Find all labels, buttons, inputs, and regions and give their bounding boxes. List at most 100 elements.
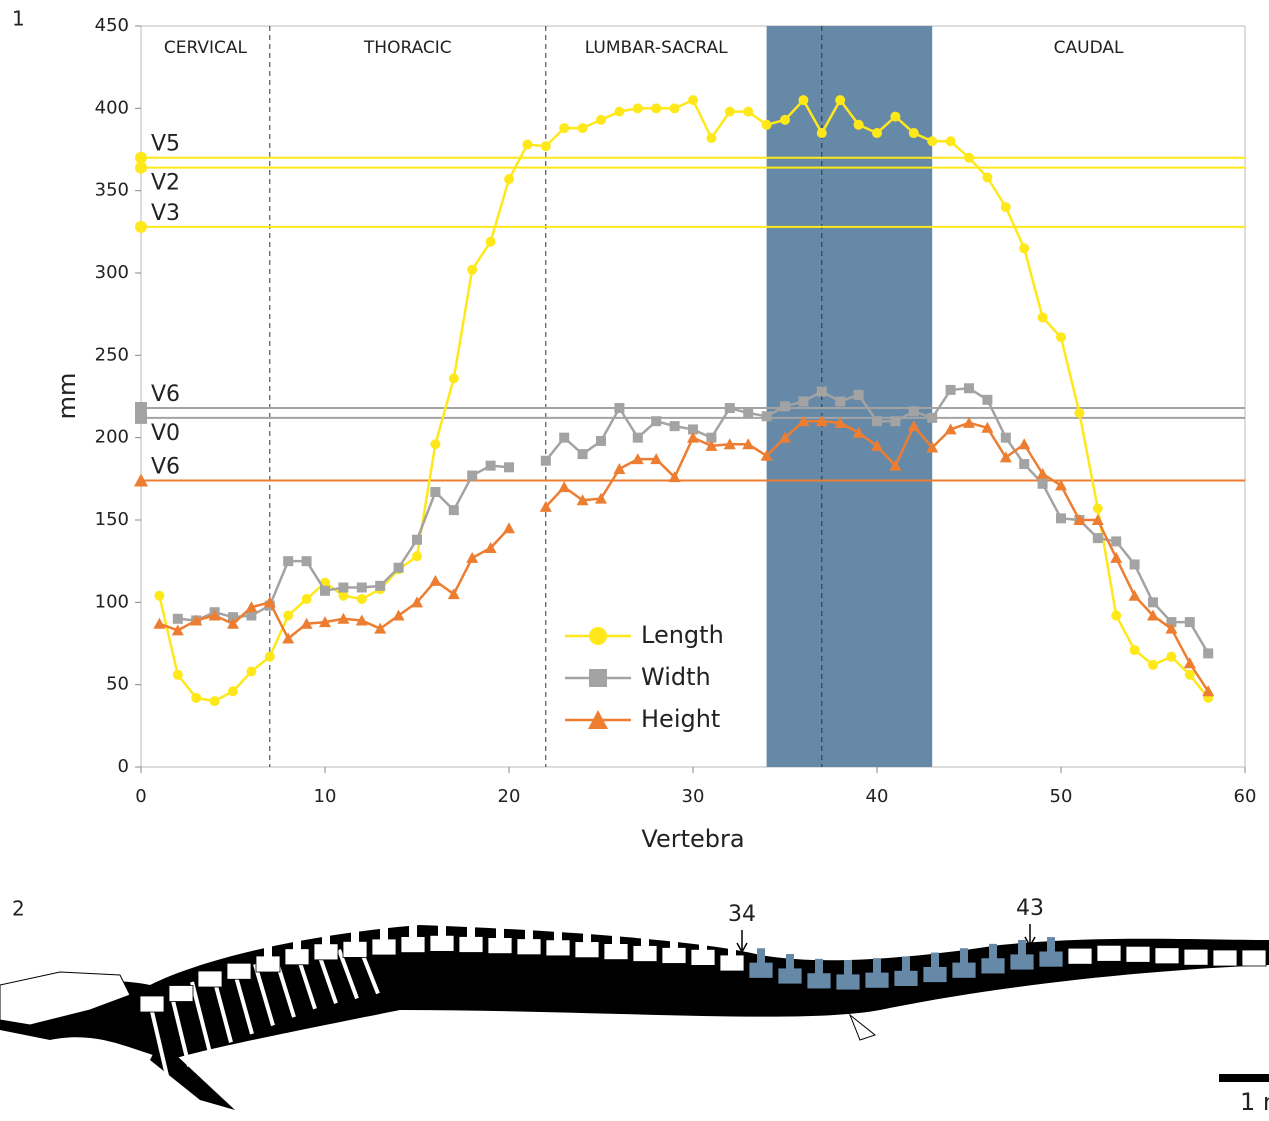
marker [1129, 645, 1140, 656]
neural-spine [670, 933, 678, 950]
vertebra [168, 985, 194, 1002]
vertebra [342, 941, 368, 958]
neural-spine [409, 922, 417, 939]
marker [300, 617, 313, 629]
neural-spine [322, 929, 330, 946]
marker [651, 416, 662, 427]
marker [614, 106, 625, 117]
x-tick-label: 20 [498, 786, 521, 807]
marker [577, 449, 588, 460]
y-tick-label: 0 [118, 756, 129, 777]
marker [706, 132, 717, 143]
marker [559, 123, 570, 134]
vertebra [284, 948, 310, 966]
marker [927, 412, 938, 423]
marker [596, 114, 606, 125]
marker [688, 424, 698, 435]
marker [228, 686, 238, 697]
rib [337, 949, 359, 1000]
rib [169, 992, 191, 1067]
neural-spine [815, 958, 823, 975]
marker [688, 95, 698, 106]
marker [1203, 648, 1214, 659]
x-tick-label: 50 [1050, 786, 1073, 807]
marker [337, 612, 350, 624]
marker [816, 128, 827, 139]
marker [668, 471, 681, 483]
marker [1037, 478, 1048, 489]
marker [890, 416, 901, 427]
marker [283, 556, 294, 567]
marker [872, 128, 882, 139]
marker [595, 492, 607, 504]
marker [190, 614, 203, 626]
vertebra [835, 973, 861, 991]
marker [577, 123, 588, 134]
marker [705, 439, 718, 451]
vertebra [980, 957, 1006, 975]
vertebra [1096, 944, 1122, 962]
marker [780, 401, 790, 412]
neural-spine [351, 927, 359, 944]
vertebra [487, 937, 513, 955]
neural-spine [1047, 937, 1055, 954]
neural-spine [728, 941, 736, 957]
marker [540, 141, 551, 152]
marker [815, 415, 828, 427]
marker [631, 453, 644, 465]
marker [596, 435, 606, 446]
vertebra [197, 970, 223, 988]
vertebra [545, 939, 571, 957]
marker [154, 590, 165, 601]
region-label: LUMBAR-SACRAL [585, 38, 728, 58]
marker [852, 426, 865, 438]
marker [1073, 514, 1086, 525]
marker [559, 432, 570, 443]
marker [374, 622, 387, 634]
marker [153, 617, 166, 629]
vertebra [400, 936, 426, 953]
y-tick-label: 50 [106, 674, 129, 695]
panel-label: 1 [12, 7, 25, 31]
marker [135, 220, 147, 233]
vertebra [371, 938, 397, 956]
marker [743, 106, 754, 117]
legend-marker [588, 710, 608, 729]
marker [669, 103, 680, 114]
marker [1074, 407, 1085, 418]
marker [430, 487, 441, 498]
y-tick-label: 150 [95, 509, 129, 530]
marker [853, 119, 864, 130]
marker [1111, 536, 1122, 547]
plot-area [140, 25, 1246, 768]
scale-label: 1 m [1240, 1088, 1269, 1116]
vertebra [458, 936, 484, 953]
marker [485, 460, 496, 471]
neural-spine [380, 925, 388, 941]
x-tick-label: 0 [135, 786, 146, 807]
vertebra [255, 955, 281, 973]
marker [1000, 202, 1011, 213]
vertebra [893, 969, 919, 987]
neural-spine [612, 929, 620, 946]
vertebra [777, 967, 803, 985]
vertebra [574, 941, 600, 959]
marker [982, 394, 993, 405]
marker [467, 264, 478, 275]
marker [1000, 432, 1011, 443]
marker [191, 692, 202, 703]
marker [1092, 533, 1103, 544]
reference-label: V2 [151, 171, 180, 196]
marker [301, 556, 312, 567]
marker [669, 421, 680, 432]
marker [356, 594, 367, 605]
y-tick-label: 200 [95, 427, 129, 448]
marker [135, 411, 147, 424]
marker [982, 172, 993, 183]
vertebra-marker-label: 43 [1016, 896, 1044, 921]
reference-label: V3 [151, 201, 180, 226]
x-tick-label: 30 [682, 786, 705, 807]
vertebra [922, 966, 948, 983]
marker [614, 403, 625, 414]
marker [172, 613, 183, 624]
